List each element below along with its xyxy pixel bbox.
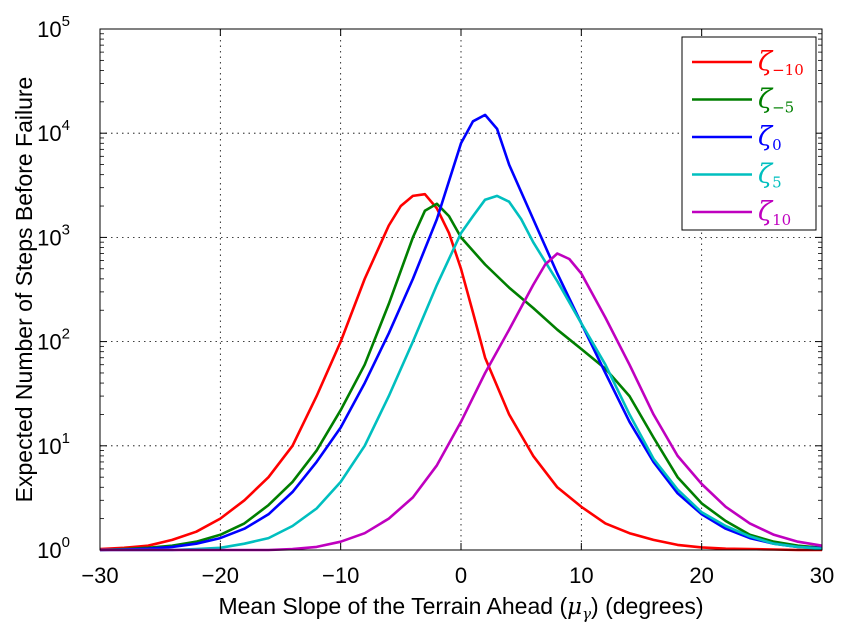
- axis-ticks: −30 −20 −10 0 10 20 30 100 101 102 103 104 105: [37, 13, 834, 588]
- y-axis-label: Expected Number of Steps Before Failure: [11, 77, 37, 503]
- legend-label-2: ζ0: [758, 122, 782, 154]
- legend-label-0: ζ−10: [758, 47, 804, 79]
- x-tick-label: 20: [689, 563, 713, 588]
- legend-box: [681, 36, 817, 231]
- series-line-3: [100, 194, 823, 552]
- x-tick-label: −20: [202, 563, 239, 588]
- y-tick-label: 100: [37, 534, 70, 563]
- series-lines: [99, 113, 823, 552]
- series-line-1: [99, 202, 823, 552]
- x-axis-label: Mean Slope of the Terrain Ahead (μγ) (de…: [218, 593, 703, 623]
- y-tick-label: 103: [37, 221, 70, 250]
- x-tick-label: −10: [322, 563, 359, 588]
- series-line-0: [99, 192, 822, 552]
- legend-label-4: ζ10: [758, 197, 791, 229]
- legend-label-3: ζ5: [758, 160, 782, 192]
- x-tick-label: 10: [569, 563, 593, 588]
- x-tick-label: 30: [810, 563, 834, 588]
- y-tick-label: 105: [37, 13, 70, 42]
- y-tick-label: 101: [37, 430, 70, 459]
- x-tick-label: −30: [81, 563, 118, 588]
- series-line-2: [99, 113, 823, 552]
- legend: ζ−10 ζ−5 ζ0 ζ5 ζ10: [681, 36, 817, 231]
- x-tick-label: 0: [455, 563, 467, 588]
- y-tick-label: 104: [37, 117, 70, 146]
- legend-label-1: ζ−5: [758, 85, 794, 117]
- y-tick-label: 102: [37, 326, 70, 355]
